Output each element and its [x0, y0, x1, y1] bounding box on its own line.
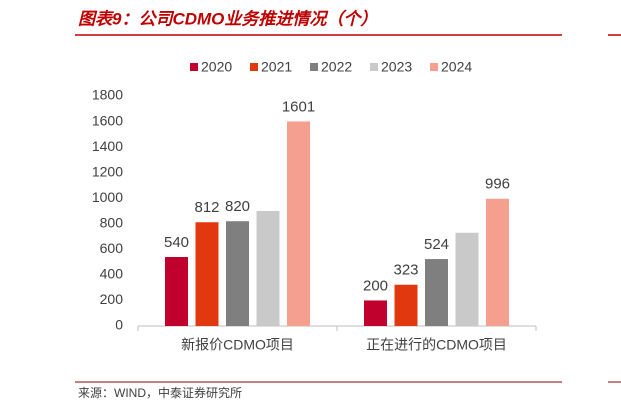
y-tick-label: 1800 — [92, 87, 123, 103]
y-tick-label: 0 — [115, 317, 123, 333]
legend-label: 2022 — [321, 59, 352, 75]
legend-label: 2024 — [441, 59, 472, 75]
data-label: 812 — [194, 199, 219, 216]
y-tick-label: 1000 — [92, 189, 123, 205]
legend-swatch — [250, 63, 258, 71]
bar — [455, 232, 479, 326]
bar — [486, 198, 509, 326]
data-label: 323 — [393, 262, 418, 279]
legend-label: 2021 — [261, 59, 292, 75]
y-tick-label: 1200 — [92, 163, 123, 179]
y-tick-label: 1600 — [92, 112, 123, 128]
legend-swatch — [190, 63, 198, 71]
x-tick-label: 正在进行的CDMO项目 — [366, 337, 507, 353]
bar — [425, 259, 448, 326]
legend-label: 2020 — [201, 59, 232, 75]
y-tick-label: 400 — [100, 266, 124, 282]
legend-swatch — [370, 63, 378, 71]
data-label: 524 — [424, 236, 449, 253]
bar — [287, 121, 310, 326]
y-tick-label: 600 — [100, 240, 124, 256]
data-label: 820 — [225, 198, 250, 215]
legend-swatch — [430, 63, 438, 71]
legend-label: 2023 — [381, 59, 412, 75]
data-label: 200 — [363, 277, 388, 294]
data-label: 1601 — [282, 98, 315, 115]
y-tick-label: 1400 — [92, 138, 123, 154]
bar — [195, 222, 219, 326]
y-tick-label: 800 — [100, 214, 124, 230]
y-tick-label: 200 — [100, 291, 124, 307]
source-note: 来源：WIND，中泰证券研究所 — [78, 385, 242, 400]
x-tick-label: 新报价CDMO项目 — [181, 337, 294, 353]
chart-title: 图表9：公司CDMO业务推进情况（个） — [78, 9, 377, 28]
bar — [165, 257, 188, 326]
data-label: 996 — [485, 176, 510, 193]
bar — [364, 300, 387, 326]
bar — [226, 221, 249, 326]
bar — [256, 211, 280, 326]
bar — [394, 284, 418, 326]
data-label: 540 — [164, 234, 189, 251]
legend-swatch — [310, 63, 318, 71]
